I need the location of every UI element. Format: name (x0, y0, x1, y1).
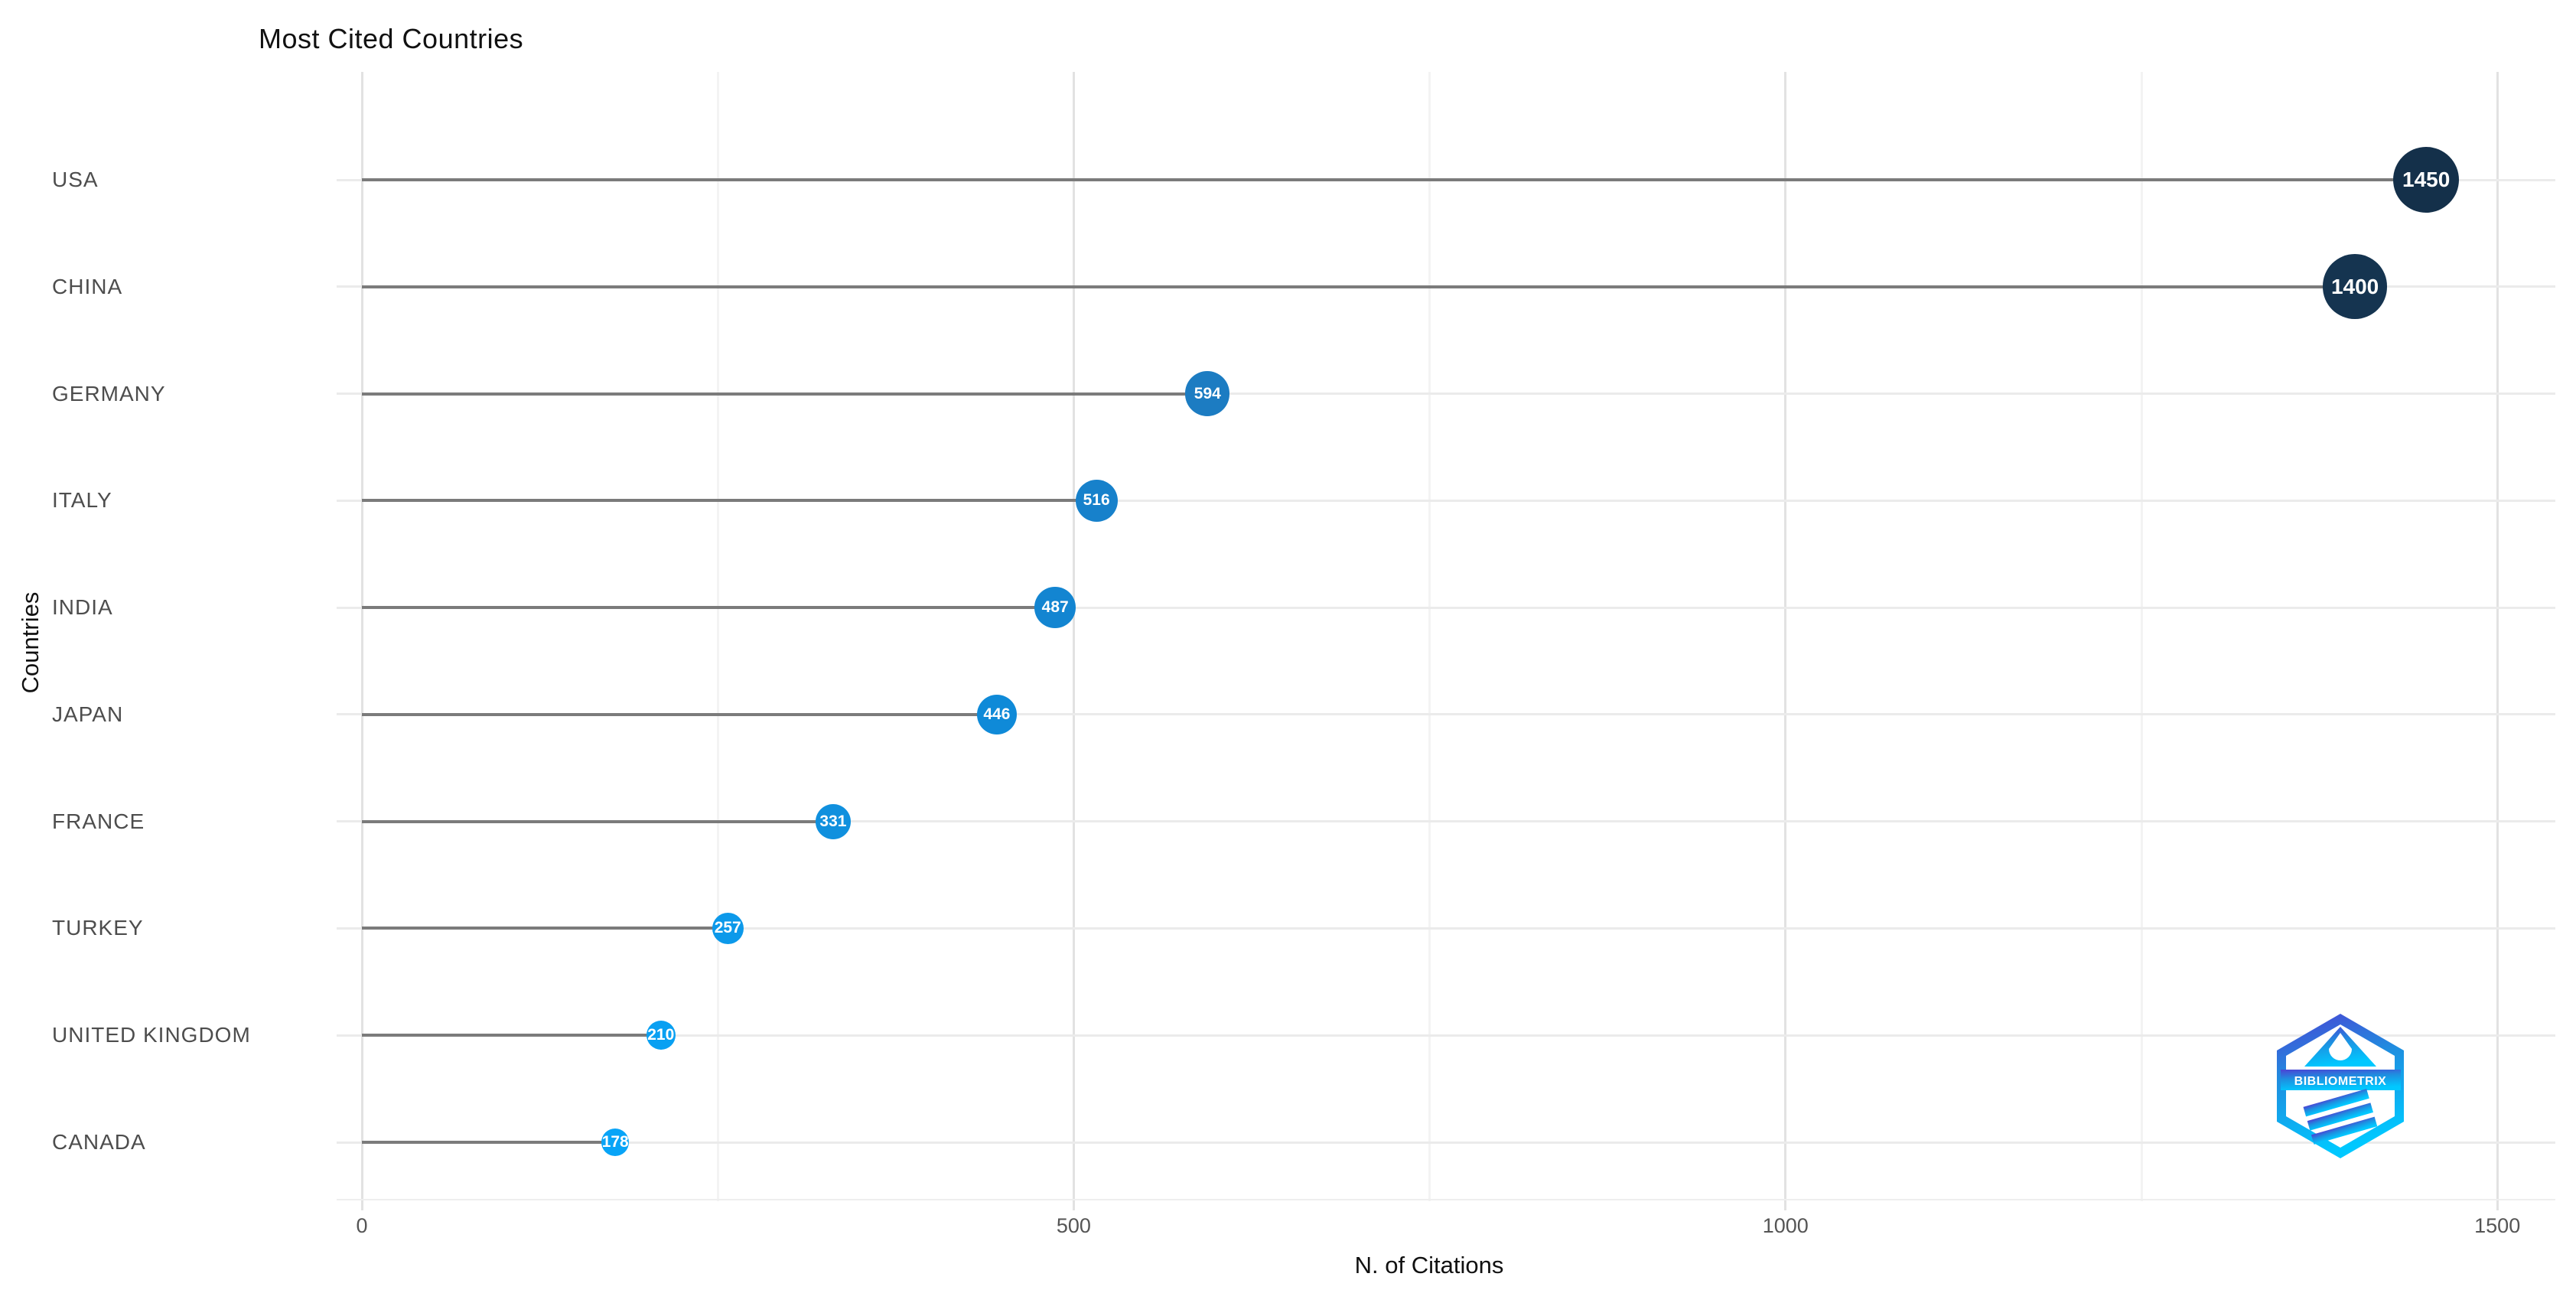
lighthouse-icon: BIBLIOMETRIX (2277, 1014, 2404, 1158)
x-axis-tick-label: 1500 (2474, 1214, 2521, 1237)
data-point-japan: 446 (977, 695, 1017, 734)
lollipop-stem (362, 499, 1097, 503)
data-point-united-kingdom: 210 (646, 1021, 676, 1050)
y-axis-tick-label: JAPAN (52, 702, 124, 726)
data-point-china: 1400 (2322, 254, 2388, 320)
major-gridline (1784, 72, 1787, 1210)
y-axis-tick-label: UNITED KINGDOM (52, 1023, 251, 1047)
data-point-turkey: 257 (712, 912, 744, 945)
data-point-germany: 594 (1185, 371, 1230, 416)
lollipop-stem (362, 1034, 661, 1037)
horizontal-gridline (337, 392, 2555, 396)
data-point-italy: 516 (1075, 479, 1118, 522)
lollipop-stem (362, 178, 2427, 181)
data-point-usa: 1450 (2393, 147, 2460, 213)
lollipop-stem (362, 927, 728, 930)
x-axis-title: N. of Citations (1354, 1252, 1504, 1278)
y-axis-tick-label: INDIA (52, 595, 113, 620)
horizontal-gridline (337, 713, 2555, 716)
major-gridline (360, 72, 363, 1210)
lollipop-stem (362, 392, 1208, 396)
chart-title: Most Cited Countries (259, 23, 524, 54)
lollipop-stem (362, 1141, 616, 1145)
x-axis-tick-label: 0 (356, 1214, 368, 1237)
lollipop-stem (362, 712, 997, 716)
panel-bottom-line (337, 1199, 2555, 1200)
y-axis-tick-label: CANADA (52, 1130, 146, 1155)
logo-text: BIBLIOMETRIX (2294, 1075, 2387, 1088)
y-axis-tick-label: CHINA (52, 274, 123, 298)
minor-gridline (716, 72, 719, 1201)
y-axis-tick-label: ITALY (52, 488, 112, 513)
minor-gridline (1428, 72, 1431, 1201)
horizontal-gridline (337, 1141, 2555, 1144)
y-axis-tick-label: GERMANY (52, 381, 166, 405)
horizontal-gridline (337, 606, 2555, 609)
minor-gridline (2140, 72, 2143, 1201)
lollipop-stem (362, 606, 1056, 610)
horizontal-gridline (337, 1034, 2555, 1037)
bibliometrix-logo: BIBLIOMETRIX (2277, 1014, 2404, 1158)
data-point-india: 487 (1034, 587, 1076, 628)
y-axis-tick-label: TURKEY (52, 916, 144, 940)
y-axis-title: Countries (17, 591, 44, 694)
data-point-canada: 178 (601, 1129, 630, 1157)
horizontal-gridline (337, 927, 2555, 930)
data-point-france: 331 (816, 803, 851, 839)
x-axis-tick-label: 500 (1056, 1214, 1091, 1237)
x-axis-tick-label: 1000 (1762, 1214, 1809, 1237)
horizontal-gridline (337, 820, 2555, 823)
horizontal-gridline (337, 499, 2555, 502)
y-axis-tick-label: USA (52, 168, 99, 191)
lollipop-stem (362, 285, 2356, 288)
major-gridline (2496, 72, 2499, 1210)
major-gridline (1072, 72, 1075, 1210)
y-axis-tick-label: FRANCE (52, 809, 145, 833)
lollipop-stem (362, 819, 833, 823)
